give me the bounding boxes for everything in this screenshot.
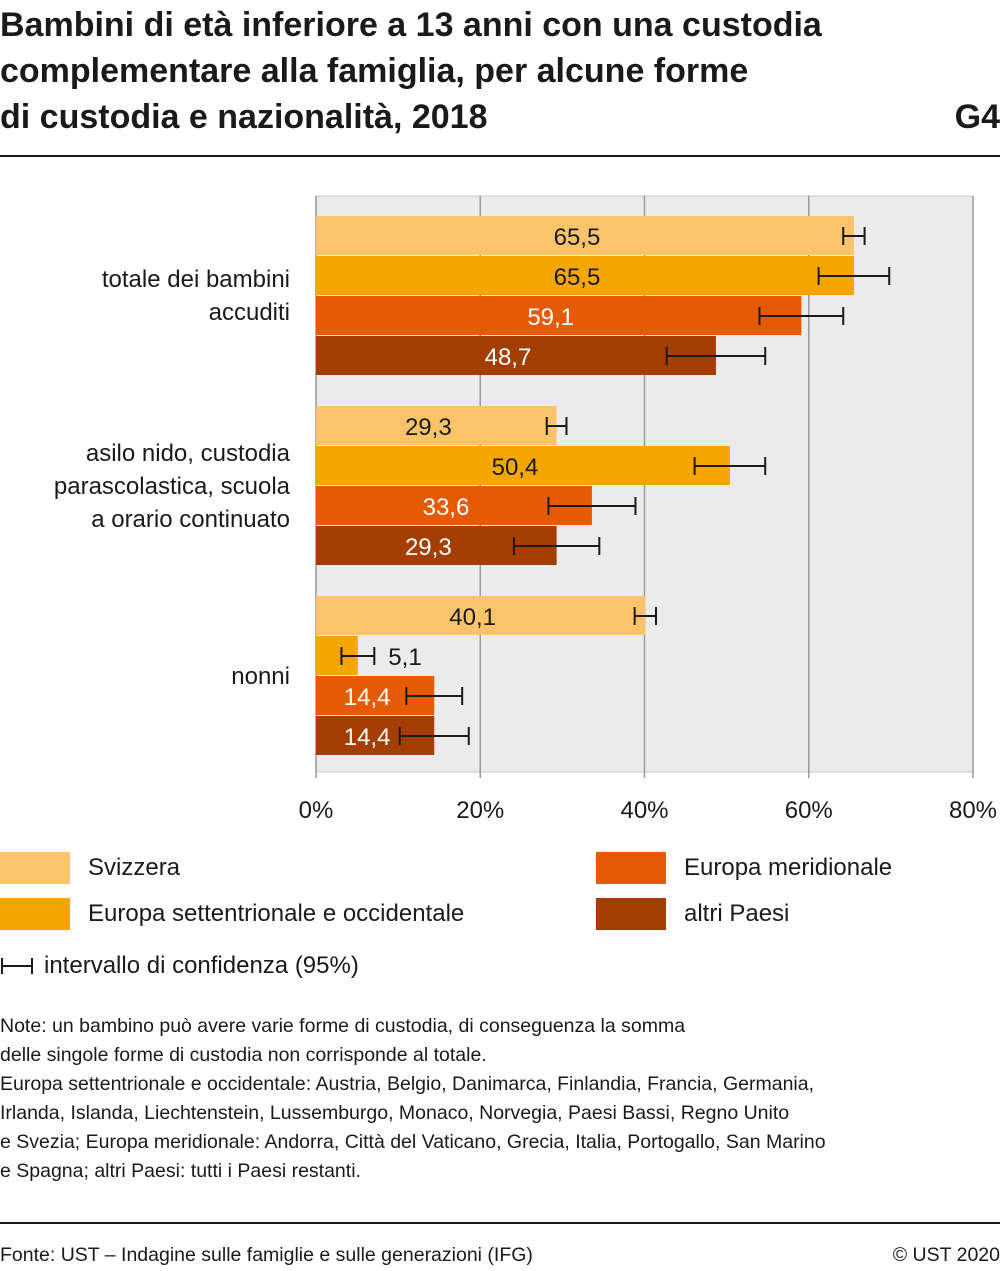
bar [316,596,646,635]
bar-chart: 0% 20% 40% 60% 80% 65,5 65,5 59,1 48,7 29,3 50,4 33… [299,195,997,824]
notes: Note: un bambino può avere varie forme d… [0,1012,1004,1186]
source-text: Fonte: UST – Indagine sulle famiglie e s… [0,1244,533,1266]
note-line: e Svezia; Europa meridionale: Andorra, C… [0,1131,826,1153]
bar-value-label: 48,7 [485,344,532,371]
bar [316,446,730,485]
bar [316,406,557,445]
copyright-text: © UST 2020 [892,1244,1000,1266]
note-line: Europa settentrionale e occidentale: Aus… [0,1073,815,1095]
legend-label: altri Paesi [684,900,790,927]
category-label: asilo nido, custodia parascolastica, scuo… [54,437,290,536]
chart-number: G4 [954,98,1000,136]
legend-swatch [596,852,666,884]
bar-value-label: 65,5 [554,224,601,251]
ci-legend-icon [1,958,33,974]
bar-value-label: 33,6 [423,494,470,521]
legend-swatch [596,898,666,930]
x-tick-label: 80% [949,797,997,824]
x-tick-label: 60% [785,797,833,824]
category-label-line: a orario continuato [91,505,290,533]
category-label: nonni [231,660,290,693]
note-line: Note: un bambino può avere varie forme d… [0,1015,686,1037]
category-label-line: totale dei bambini [101,266,290,293]
legend-label: Europa settentrionale e occidentale [88,900,465,927]
category-label-line: nonni [231,662,290,690]
title-line: complementare alla famiglia, per alcune … [0,52,749,90]
bar [316,216,854,255]
title-rule [0,155,1000,157]
category-label: totale dei bambini accuditi [102,263,290,329]
x-tick-label: 40% [620,797,668,824]
x-tick-label: 20% [456,797,504,824]
x-tick-label: 0% [299,797,334,824]
legend-label: Svizzera [88,854,181,881]
title-line: Bambini di età inferiore a 13 anni con u… [0,6,822,44]
bar-value-label: 14,4 [344,724,391,751]
bar-value-label: 50,4 [492,454,539,481]
category-label-line: parascolastica, scuola [53,472,290,500]
footer-rule [0,1222,1000,1224]
chart-title: Bambini di età inferiore a 13 anni con u… [0,2,930,140]
bar-value-label: 29,3 [405,534,452,561]
note-line: e Spagna; altri Paesi: tutti i Paesi res… [0,1160,361,1182]
legend-swatch [0,852,70,884]
title-line: di custodia e nazionalità, 2018 [0,98,488,136]
bar-value-label: 59,1 [527,304,574,331]
legend-swatch [0,898,70,930]
bar-value-label: 5,1 [388,644,421,671]
bar [316,296,802,335]
ci-legend-label: intervallo di confidenza (95%) [44,952,359,979]
category-label-line: accuditi [208,299,290,326]
bar [316,256,854,295]
note-line: Irlanda, Islanda, Liechtenstein, Lussemb… [0,1102,790,1124]
category-label-line: asilo nido, custodia [85,439,290,467]
note-line: delle singole forme di custodia non corr… [0,1044,487,1066]
legend-label: Europa meridionale [684,854,893,881]
bar-value-label: 14,4 [344,684,391,711]
bar [316,486,592,525]
bar-value-label: 65,5 [554,264,601,291]
bar-value-label: 40,1 [449,604,496,631]
bar-value-label: 29,3 [405,414,452,441]
bar [316,336,716,375]
